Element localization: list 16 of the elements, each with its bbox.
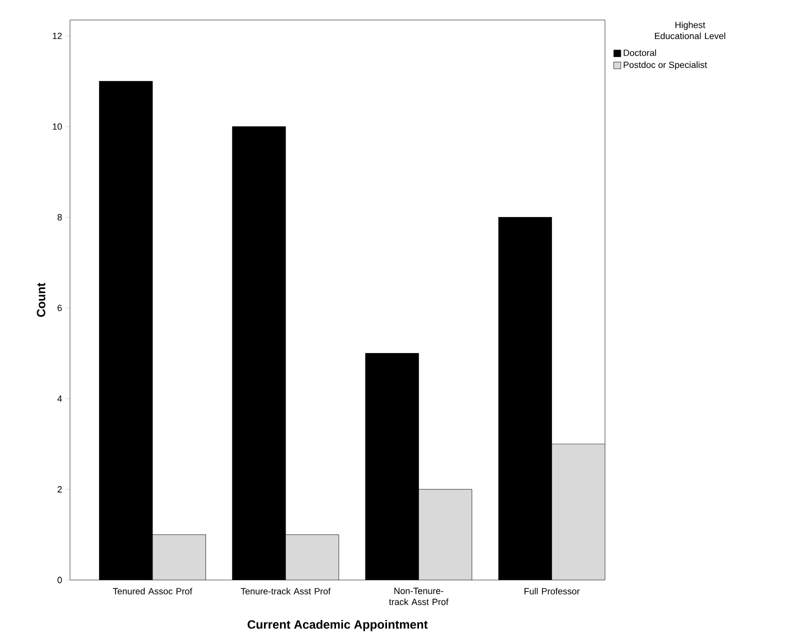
y-tick-label: 6 <box>58 304 62 312</box>
y-tick-label: 2 <box>58 486 62 492</box>
x-tick-label: Tenure-track Asst Prof <box>240 588 331 594</box>
x-axis-title: Current Academic Appointment <box>248 620 428 632</box>
y-tick-label: 12 <box>52 32 62 40</box>
y-tick-label: 8 <box>58 214 62 220</box>
legend-label: Doctoral <box>624 49 656 56</box>
y-axis-title: Count <box>36 282 46 317</box>
x-tick-label: Full Professor <box>524 588 580 594</box>
y-tick-label: 0 <box>58 576 62 584</box>
legend-title: Highest Educational Level <box>654 22 726 40</box>
x-tick-label: Non-Tenure-track Asst Prof <box>389 588 448 606</box>
x-tick-label: Tenured Assoc Prof <box>112 588 192 594</box>
legend-label: Postdoc or Specialist <box>624 61 708 70</box>
y-tick-label: 4 <box>57 396 62 402</box>
y-tick-label: 10 <box>52 123 62 130</box>
